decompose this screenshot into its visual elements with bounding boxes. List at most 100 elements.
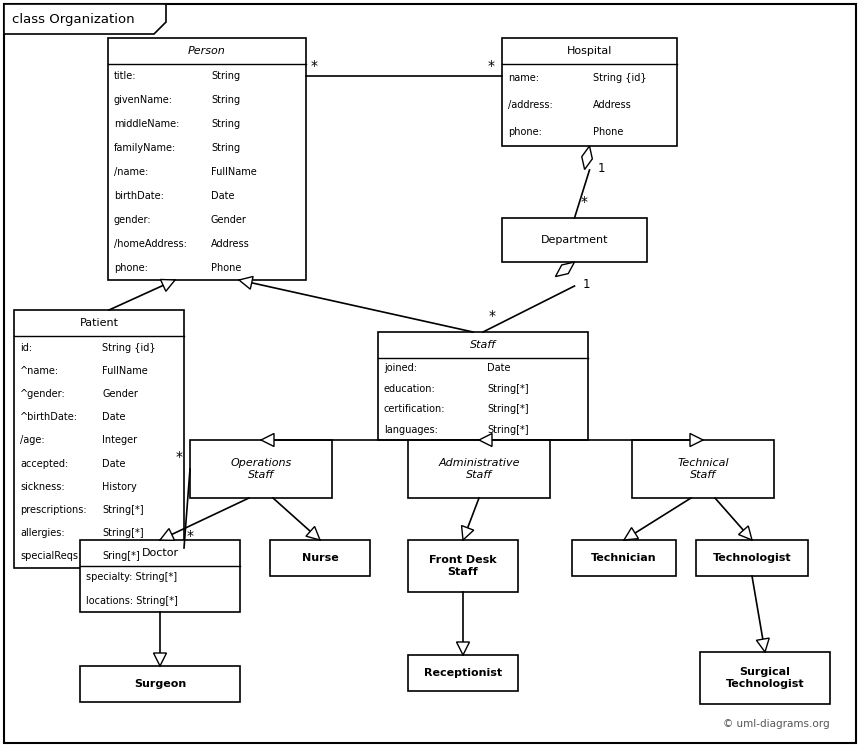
Polygon shape bbox=[479, 433, 492, 447]
Text: accepted:: accepted: bbox=[20, 459, 68, 468]
Text: String[*]: String[*] bbox=[488, 404, 529, 415]
Text: *: * bbox=[489, 309, 496, 323]
Text: certification:: certification: bbox=[384, 404, 445, 415]
Text: *: * bbox=[488, 59, 495, 73]
Text: ^birthDate:: ^birthDate: bbox=[20, 412, 78, 422]
Text: 1: 1 bbox=[582, 278, 590, 291]
Text: FullName: FullName bbox=[211, 167, 257, 177]
Text: sickness:: sickness: bbox=[20, 482, 64, 492]
Text: Staff: Staff bbox=[470, 340, 496, 350]
Text: *: * bbox=[311, 59, 318, 73]
Text: education:: education: bbox=[384, 384, 436, 394]
Text: id:: id: bbox=[20, 343, 32, 353]
Bar bbox=[270, 540, 370, 576]
Polygon shape bbox=[306, 527, 320, 540]
Text: Nurse: Nurse bbox=[302, 553, 338, 563]
Text: Administrative
Staff: Administrative Staff bbox=[439, 458, 519, 480]
Polygon shape bbox=[153, 653, 167, 666]
Polygon shape bbox=[161, 279, 175, 291]
Bar bbox=[502, 38, 677, 146]
Polygon shape bbox=[556, 262, 574, 276]
Text: String[*]: String[*] bbox=[102, 505, 144, 515]
Text: gender:: gender: bbox=[114, 215, 151, 225]
Polygon shape bbox=[624, 527, 638, 540]
Text: String {id}: String {id} bbox=[593, 72, 647, 83]
Text: Doctor: Doctor bbox=[141, 548, 179, 558]
Text: specialty: String[*]: specialty: String[*] bbox=[86, 572, 177, 583]
Text: familyName:: familyName: bbox=[114, 143, 176, 153]
Text: FullName: FullName bbox=[102, 366, 148, 376]
Text: String {id}: String {id} bbox=[102, 343, 156, 353]
Polygon shape bbox=[757, 638, 769, 652]
Text: name:: name: bbox=[508, 72, 539, 83]
Text: birthDate:: birthDate: bbox=[114, 191, 164, 201]
Text: Patient: Patient bbox=[79, 318, 119, 328]
Text: Surgical
Technologist: Surgical Technologist bbox=[726, 667, 804, 689]
Text: String[*]: String[*] bbox=[102, 528, 144, 538]
Bar bbox=[190, 440, 332, 498]
Polygon shape bbox=[457, 642, 470, 655]
Text: Person: Person bbox=[188, 46, 226, 56]
Text: prescriptions:: prescriptions: bbox=[20, 505, 87, 515]
Text: String: String bbox=[211, 95, 240, 105]
Bar bbox=[408, 540, 518, 592]
Text: /age:: /age: bbox=[20, 436, 45, 445]
Bar bbox=[80, 540, 240, 612]
Text: Date: Date bbox=[488, 363, 511, 374]
Text: String[*]: String[*] bbox=[488, 384, 529, 394]
Text: Phone: Phone bbox=[211, 263, 242, 273]
Bar bbox=[696, 540, 808, 576]
Polygon shape bbox=[160, 529, 175, 540]
Polygon shape bbox=[4, 4, 166, 34]
Text: ^name:: ^name: bbox=[20, 366, 59, 376]
Polygon shape bbox=[239, 276, 253, 289]
Text: *: * bbox=[580, 195, 587, 209]
Text: specialReqs:: specialReqs: bbox=[20, 551, 81, 562]
Text: Technologist: Technologist bbox=[713, 553, 791, 563]
Polygon shape bbox=[690, 433, 703, 447]
Text: /name:: /name: bbox=[114, 167, 148, 177]
Bar bbox=[80, 666, 240, 702]
Text: Hospital: Hospital bbox=[567, 46, 612, 56]
Bar bbox=[108, 38, 306, 280]
Text: Date: Date bbox=[102, 412, 126, 422]
Text: © uml-diagrams.org: © uml-diagrams.org bbox=[723, 719, 830, 729]
Text: phone:: phone: bbox=[508, 127, 542, 137]
Text: String: String bbox=[211, 71, 240, 81]
Text: *: * bbox=[176, 450, 183, 464]
Text: ^gender:: ^gender: bbox=[20, 389, 65, 399]
Text: Integer: Integer bbox=[102, 436, 138, 445]
Polygon shape bbox=[581, 146, 593, 170]
Text: Sring[*]: Sring[*] bbox=[102, 551, 140, 562]
Polygon shape bbox=[261, 433, 274, 447]
Bar bbox=[572, 540, 676, 576]
Text: joined:: joined: bbox=[384, 363, 417, 374]
Text: History: History bbox=[102, 482, 137, 492]
Text: allergies:: allergies: bbox=[20, 528, 64, 538]
Text: Receptionist: Receptionist bbox=[424, 668, 502, 678]
Text: languages:: languages: bbox=[384, 425, 438, 435]
Text: Technical
Staff: Technical Staff bbox=[677, 458, 728, 480]
Bar bbox=[408, 440, 550, 498]
Text: phone:: phone: bbox=[114, 263, 148, 273]
Polygon shape bbox=[739, 526, 752, 540]
Text: Gender: Gender bbox=[211, 215, 247, 225]
Bar bbox=[632, 440, 774, 498]
Text: title:: title: bbox=[114, 71, 137, 81]
Text: String: String bbox=[211, 143, 240, 153]
Text: *: * bbox=[187, 529, 194, 543]
Text: Technician: Technician bbox=[591, 553, 657, 563]
Text: Operations
Staff: Operations Staff bbox=[230, 458, 292, 480]
Bar bbox=[378, 332, 588, 440]
Text: /address:: /address: bbox=[508, 100, 553, 110]
Text: Address: Address bbox=[593, 100, 632, 110]
Text: Front Desk
Staff: Front Desk Staff bbox=[429, 555, 497, 577]
Bar bbox=[502, 218, 647, 262]
Bar bbox=[700, 652, 830, 704]
Text: Date: Date bbox=[211, 191, 235, 201]
Bar bbox=[14, 310, 184, 568]
Text: middleName:: middleName: bbox=[114, 119, 180, 129]
Text: String[*]: String[*] bbox=[488, 425, 529, 435]
Text: Department: Department bbox=[541, 235, 608, 245]
Text: /homeAddress:: /homeAddress: bbox=[114, 239, 187, 249]
